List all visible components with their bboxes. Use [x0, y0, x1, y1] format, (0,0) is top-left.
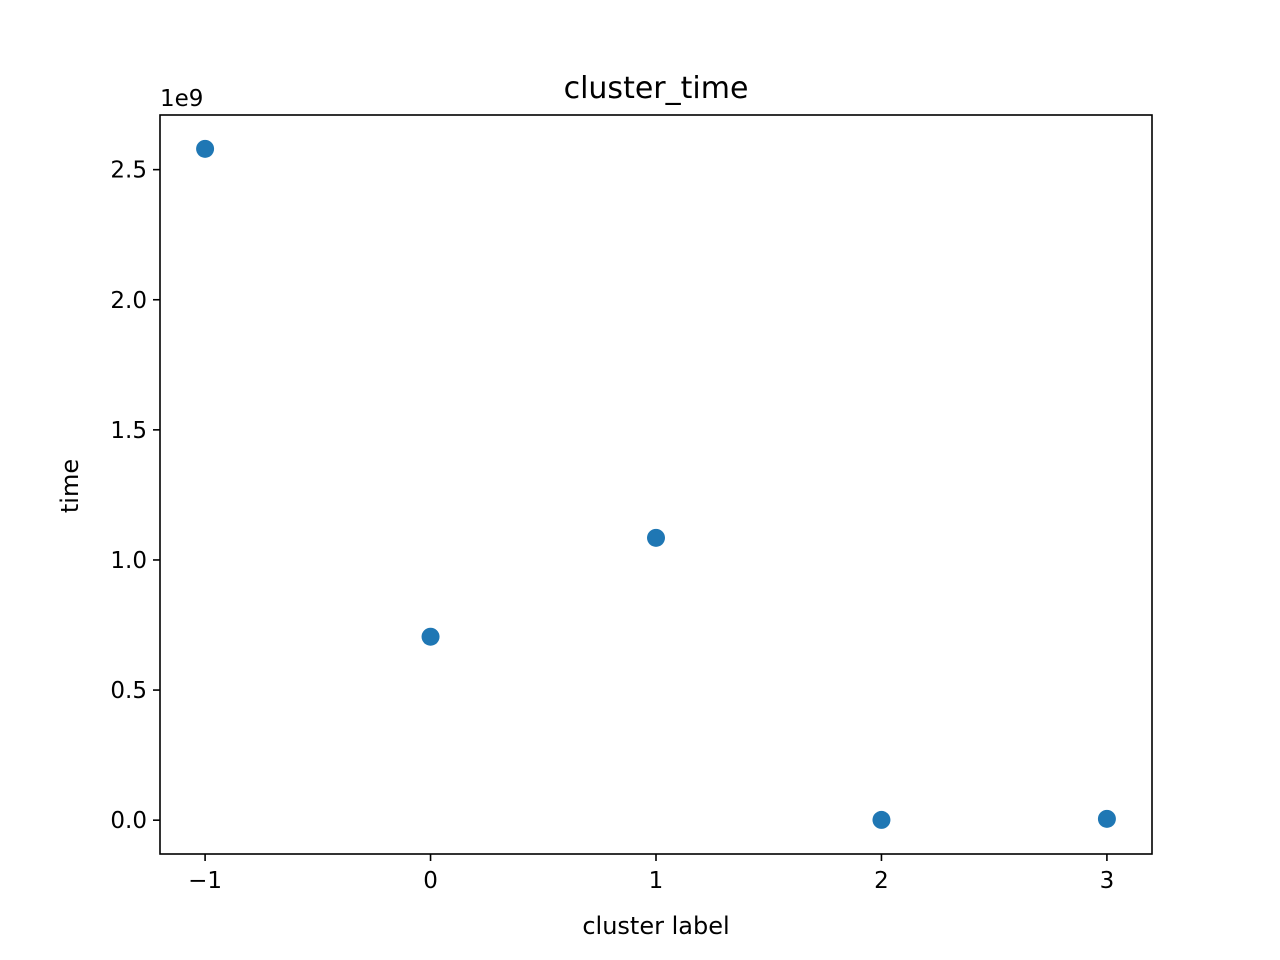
y-tick-label: 1.0 — [110, 548, 147, 574]
data-point — [196, 139, 215, 158]
y-tick-label: 2.0 — [110, 288, 147, 314]
x-tick-label: 2 — [874, 868, 889, 894]
x-tick-label: 0 — [423, 868, 438, 894]
plot-area: −1 0 1 2 3 0.0 0.5 1.0 1.5 2.0 2.5 — [110, 114, 1153, 894]
y-tick-label: 0.5 — [110, 678, 147, 704]
y-axis-offset-label: 1e9 — [160, 86, 203, 112]
data-point — [872, 810, 891, 829]
data-point — [1097, 809, 1116, 828]
chart-title: cluster_time — [564, 71, 749, 106]
y-axis-label: time — [56, 459, 84, 513]
x-tick-label: 1 — [649, 868, 664, 894]
plot-frame — [159, 114, 1153, 855]
y-tick-label: 0.0 — [110, 808, 147, 834]
data-point — [647, 528, 665, 547]
data-point — [421, 627, 440, 646]
x-tick-label: 3 — [1100, 868, 1115, 894]
x-tick-label: −1 — [188, 868, 222, 894]
x-axis-label: cluster label — [582, 912, 729, 940]
y-tick-label: 2.5 — [110, 158, 147, 184]
y-tick-label: 1.5 — [110, 418, 147, 444]
